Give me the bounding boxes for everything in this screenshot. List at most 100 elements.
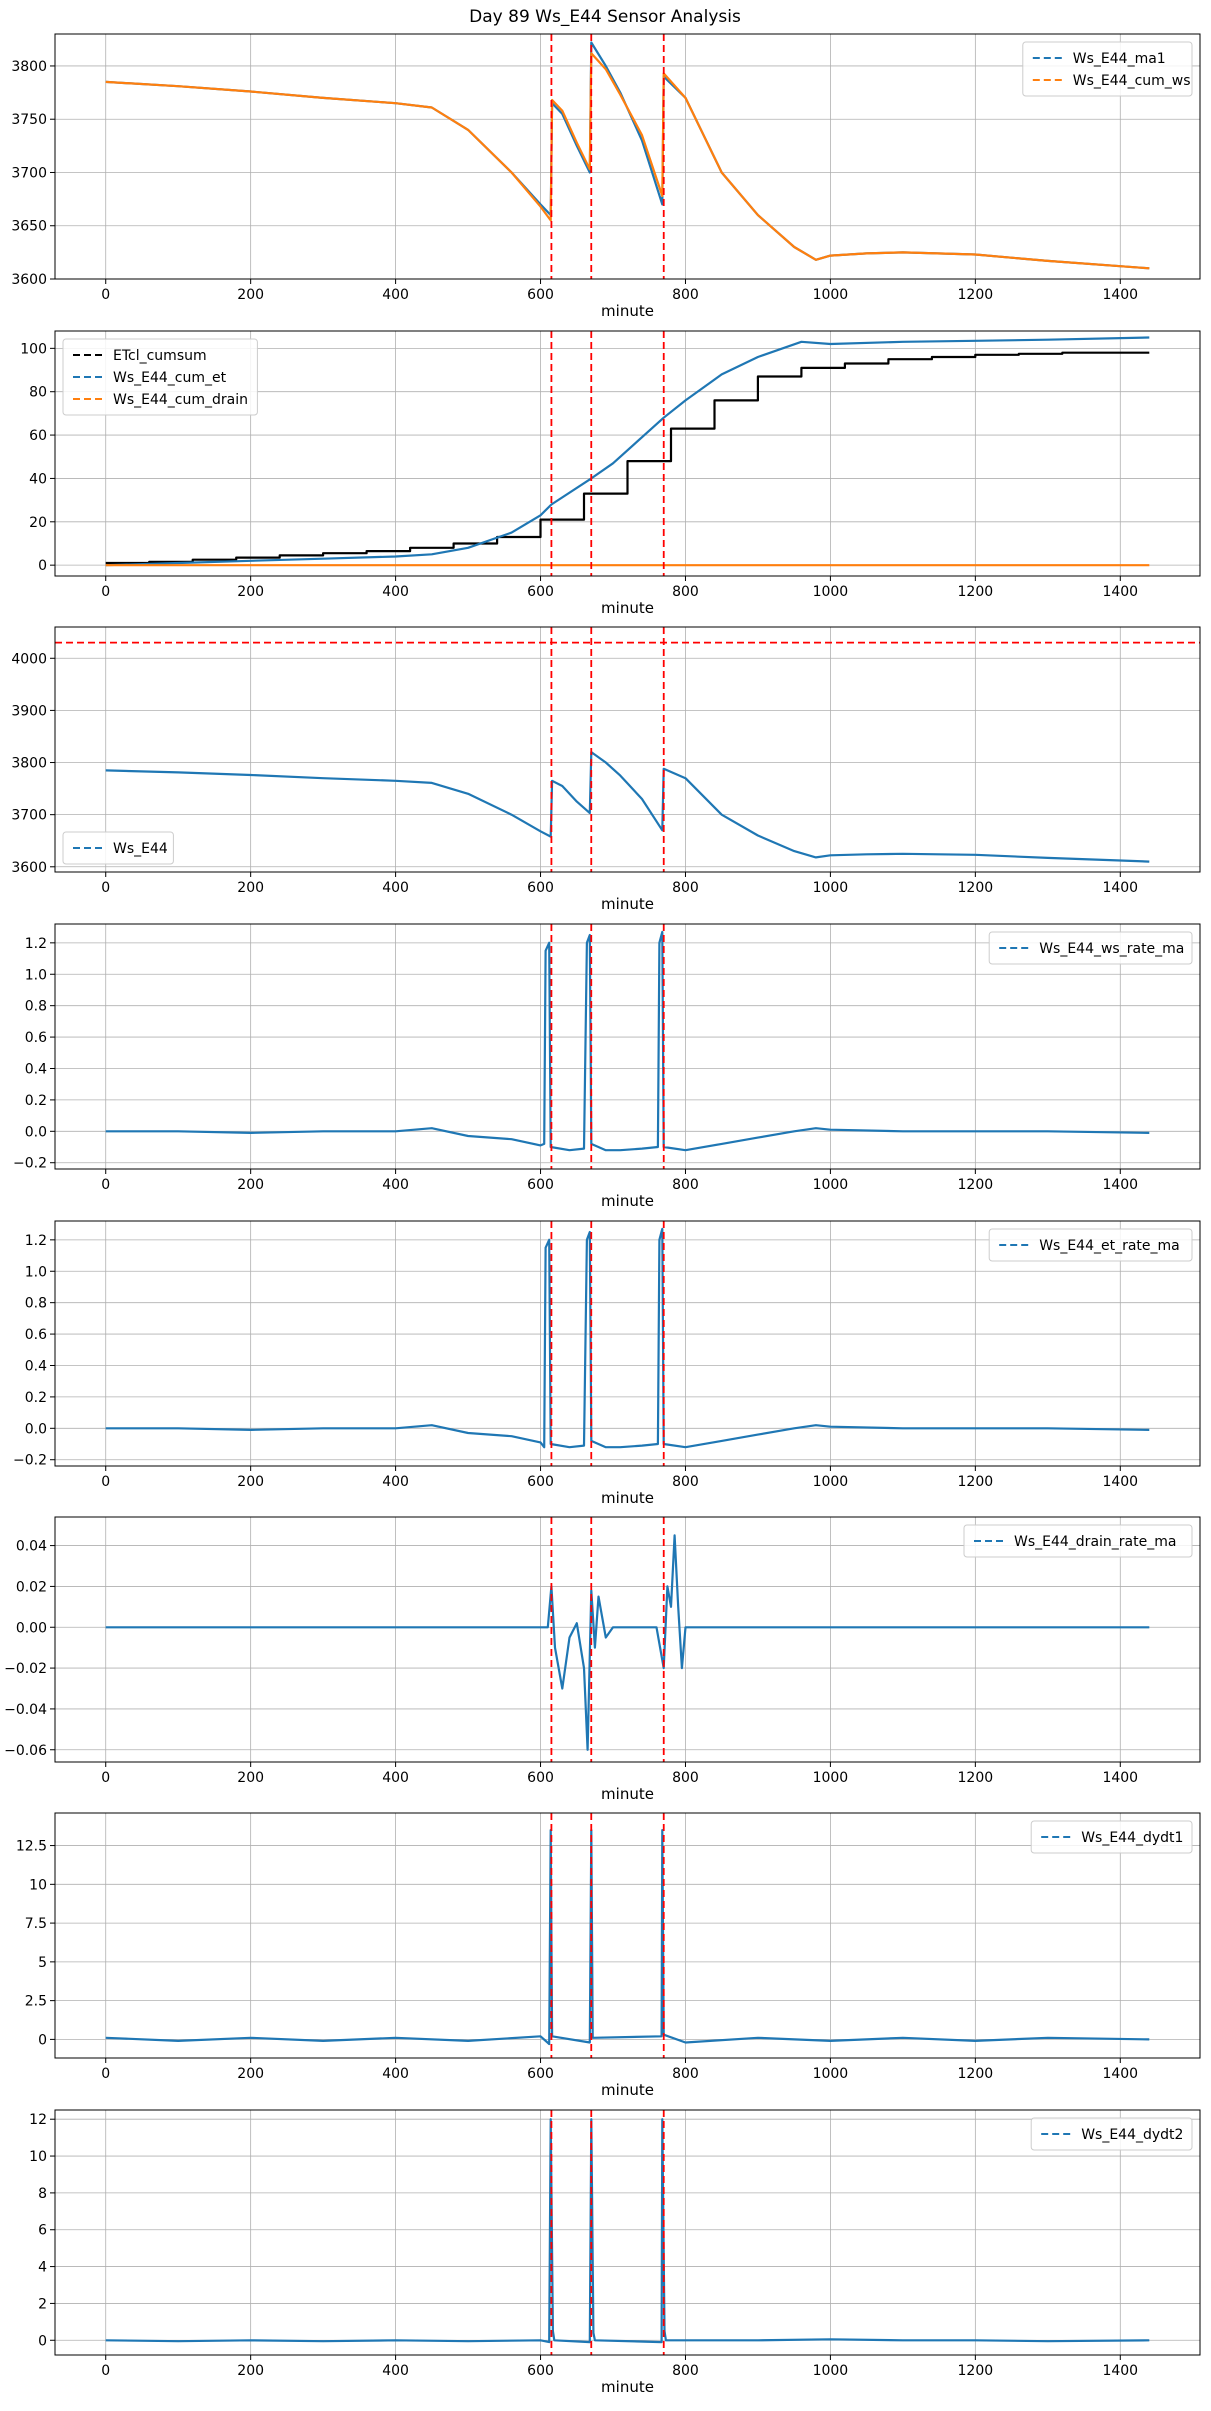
x-tick-label: 600 — [527, 2363, 554, 2379]
x-tick-label: 800 — [672, 584, 699, 600]
legend-box — [1030, 1820, 1193, 1854]
axes-frame — [54, 1516, 1201, 1763]
x-tick-label: 0 — [101, 1177, 110, 1193]
y-tick-label: 7.5 — [25, 1916, 47, 1932]
y-tick-label: 0.6 — [25, 1327, 47, 1343]
y-tick-label: 3750 — [11, 112, 47, 128]
y-tick-label: 10 — [29, 2149, 47, 2165]
series-line-etcl-cumsum — [105, 351, 1150, 565]
y-tick-label: 3700 — [11, 165, 47, 181]
y-tick-label: 4 — [38, 2260, 47, 2276]
legend: Ws_E44_et_rate_ma — [988, 1228, 1193, 1262]
axes-frame — [54, 330, 1201, 577]
y-tick-label: 0 — [38, 2333, 47, 2349]
y-tick-label: 1.0 — [25, 1264, 47, 1280]
y-tick-label: 0.6 — [25, 1030, 47, 1046]
x-tick-label: 200 — [237, 880, 264, 896]
y-tick-label: 40 — [29, 471, 47, 487]
x-tick-label: 1200 — [958, 287, 994, 303]
x-tick-label: 1400 — [1102, 287, 1138, 303]
x-tick-label: 1000 — [813, 1474, 849, 1490]
x-tick-label: 600 — [527, 1474, 554, 1490]
x-tick-label: 200 — [237, 2363, 264, 2379]
x-tick-label: 1200 — [958, 1770, 994, 1786]
x-tick-label: 200 — [237, 287, 264, 303]
x-tick-label: 1400 — [1102, 2363, 1138, 2379]
axes-frame — [54, 33, 1201, 280]
x-tick-label: 1200 — [958, 1177, 994, 1193]
series-line-ws-e44-drain-rate-ma — [105, 1534, 1150, 1751]
y-tick-label: 3600 — [11, 272, 47, 288]
x-tick-label: 0 — [101, 1770, 110, 1786]
x-tick-label: 0 — [101, 584, 110, 600]
x-tick-label: 200 — [237, 1177, 264, 1193]
legend-label: Ws_E44_ma1 — [1073, 51, 1166, 67]
y-tick-label: 20 — [29, 515, 47, 531]
x-tick-label: 800 — [672, 287, 699, 303]
legend-box — [62, 831, 174, 865]
x-tick-label: 800 — [672, 1177, 699, 1193]
x-tick-label: 800 — [672, 1770, 699, 1786]
x-tick-label: 1400 — [1102, 584, 1138, 600]
y-tick-label: 1.2 — [25, 936, 47, 952]
x-tick-label: 400 — [382, 1770, 409, 1786]
x-tick-label: 400 — [382, 2363, 409, 2379]
y-tick-label: 0.02 — [16, 1579, 47, 1595]
y-tick-label: 0.8 — [25, 999, 47, 1015]
legend: Ws_E44_dydt2 — [1030, 2117, 1193, 2151]
y-tick-label: 0.2 — [25, 1093, 47, 1109]
series-line-ws-e44-et-rate-ma — [105, 1227, 1150, 1449]
y-tick-label: 0.0 — [25, 1421, 47, 1437]
x-tick-label: 1200 — [958, 880, 994, 896]
y-tick-label: 0.4 — [25, 1061, 47, 1077]
x-axis-label: minute — [601, 895, 654, 913]
x-tick-label: 1000 — [813, 2066, 849, 2082]
y-tick-label: 6 — [38, 2223, 47, 2239]
figure-title: Day 89 Ws_E44 Sensor Analysis — [469, 7, 741, 27]
y-tick-label: 0.2 — [25, 1390, 47, 1406]
y-tick-label: 3600 — [11, 860, 47, 876]
y-tick-label: 0.8 — [25, 1296, 47, 1312]
y-tick-label: 0 — [38, 558, 47, 574]
subplot-4: 0 200 400 600 800 1000 1200 1400 −0.2 0.0 0.2 0.4 0.… — [13, 923, 1201, 1210]
x-tick-label: 200 — [237, 2066, 264, 2082]
x-tick-label: 0 — [101, 1474, 110, 1490]
legend-box — [988, 931, 1193, 965]
y-tick-label: −0.02 — [4, 1661, 47, 1677]
x-tick-label: 200 — [237, 584, 264, 600]
x-axis-label: minute — [601, 302, 654, 320]
y-tick-label: 0 — [38, 2032, 47, 2048]
x-axis-label: minute — [601, 2081, 654, 2099]
axes-frame — [54, 1812, 1201, 2059]
legend-label: Ws_E44_cum_et — [113, 370, 227, 386]
x-tick-label: 1400 — [1102, 1177, 1138, 1193]
legend: Ws_E44 — [62, 831, 174, 865]
legend: Ws_E44_ws_rate_ma — [988, 931, 1193, 965]
x-tick-label: 800 — [672, 1474, 699, 1490]
legend-box — [1022, 41, 1193, 97]
x-tick-label: 0 — [101, 287, 110, 303]
y-tick-label: 12.5 — [16, 1839, 47, 1855]
series-line-ws-e44 — [105, 751, 1150, 863]
y-tick-label: 80 — [29, 385, 47, 401]
y-tick-label: 3800 — [11, 756, 47, 772]
x-tick-label: 1400 — [1102, 2066, 1138, 2082]
legend-box — [963, 1524, 1193, 1558]
x-tick-label: 1000 — [813, 287, 849, 303]
x-tick-label: 1000 — [813, 1177, 849, 1193]
legend: Ws_E44_ma1 Ws_E44_cum_ws — [1022, 41, 1193, 97]
y-tick-label: −0.2 — [13, 1453, 47, 1469]
x-tick-label: 600 — [527, 2066, 554, 2082]
x-axis-label: minute — [601, 2378, 654, 2396]
y-tick-label: 5 — [38, 1955, 47, 1971]
x-tick-label: 1200 — [958, 2363, 994, 2379]
subplot-5: 0 200 400 600 800 1000 1200 1400 −0.2 0.0 0.2 0.4 0.… — [13, 1220, 1201, 1507]
y-tick-label: 100 — [20, 341, 47, 357]
x-tick-label: 600 — [527, 584, 554, 600]
y-tick-label: 3800 — [11, 59, 47, 75]
y-tick-label: 12 — [29, 2112, 47, 2128]
legend: ETcl_cumsum Ws_E44_cum_et Ws_E44_cum_drain — [62, 338, 258, 416]
axes-frame — [54, 923, 1201, 1170]
x-tick-label: 1000 — [813, 1770, 849, 1786]
